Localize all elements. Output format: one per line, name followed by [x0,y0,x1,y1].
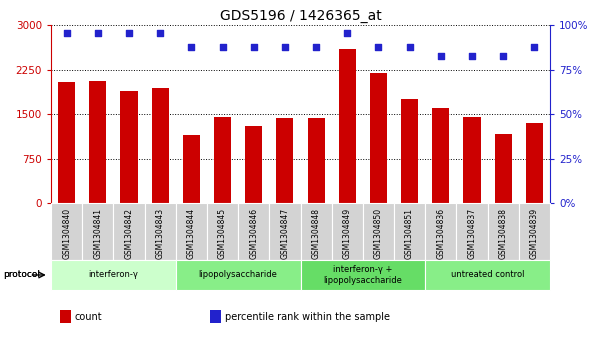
Bar [526,123,543,203]
Bar [276,118,293,203]
Bar [269,203,300,260]
Point [280,44,290,50]
Bar [495,134,511,203]
Text: interferon-γ +
lipopolysaccharide: interferon-γ + lipopolysaccharide [323,265,402,285]
Text: GSM1304840: GSM1304840 [62,208,71,259]
Text: interferon-γ: interferon-γ [88,270,138,280]
Bar [426,203,456,260]
Point [374,44,383,50]
Bar [120,91,138,203]
Bar [363,203,394,260]
Text: GSM1304850: GSM1304850 [374,208,383,259]
Point [498,53,508,58]
Point [186,44,196,50]
Text: protocol: protocol [3,270,40,280]
Point [249,44,258,50]
Bar [183,135,200,203]
Text: GSM1304839: GSM1304839 [530,208,539,259]
Bar [339,49,356,203]
Text: count: count [75,311,102,322]
Text: lipopolysaccharide: lipopolysaccharide [199,270,278,280]
Point [529,44,539,50]
Bar [51,260,176,290]
Bar [151,87,169,203]
Point [93,30,103,36]
Text: untreated control: untreated control [451,270,524,280]
Bar [90,81,106,203]
Point [343,30,352,36]
Bar [176,203,207,260]
Text: GSM1304847: GSM1304847 [281,208,290,259]
Bar [463,117,481,203]
Bar [51,203,82,260]
Text: GSM1304842: GSM1304842 [124,208,133,259]
Text: GSM1304851: GSM1304851 [405,208,414,259]
Bar [426,260,550,290]
Point [436,53,445,58]
Text: GSM1304837: GSM1304837 [468,208,477,259]
Text: GSM1304849: GSM1304849 [343,208,352,259]
Point [156,30,165,36]
Bar [370,73,387,203]
Bar [401,99,418,203]
Bar [519,203,550,260]
Text: GSM1304838: GSM1304838 [499,208,508,259]
Bar [114,203,145,260]
Text: GSM1304848: GSM1304848 [311,208,320,259]
Text: GSM1304844: GSM1304844 [187,208,196,259]
Bar [82,203,114,260]
Point [218,44,227,50]
Point [405,44,415,50]
Text: protocol: protocol [3,270,40,280]
Bar [394,203,426,260]
Bar [176,260,300,290]
Point [124,30,134,36]
Title: GDS5196 / 1426365_at: GDS5196 / 1426365_at [219,9,382,23]
Bar [332,203,363,260]
Bar [214,117,231,203]
Text: percentile rank within the sample: percentile rank within the sample [225,311,390,322]
Bar [487,203,519,260]
Bar [456,203,487,260]
Bar [245,126,262,203]
Bar [238,203,269,260]
Point [62,30,72,36]
Bar [145,203,176,260]
Point [311,44,321,50]
Text: GSM1304845: GSM1304845 [218,208,227,259]
Bar [300,260,426,290]
Bar [432,109,450,203]
Text: GSM1304836: GSM1304836 [436,208,445,259]
Bar [300,203,332,260]
Bar [58,82,75,203]
Text: GSM1304843: GSM1304843 [156,208,165,259]
Text: GSM1304841: GSM1304841 [93,208,102,259]
Bar [207,203,238,260]
Point [467,53,477,58]
Text: GSM1304846: GSM1304846 [249,208,258,259]
Bar [308,118,325,203]
